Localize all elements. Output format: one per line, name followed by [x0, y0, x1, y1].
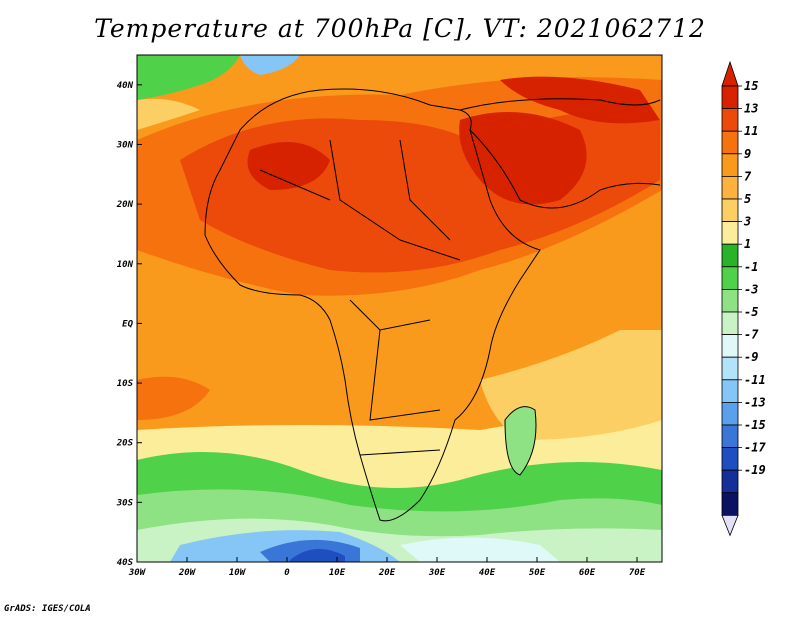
colorbar-level-label: -13 [744, 395, 766, 409]
colorbar-swatch [721, 130, 739, 155]
colorbar-level-label: 15 [744, 79, 758, 93]
colorbar: 15 13 11 9 7 5 3 1 -1 -3 -5 -7 -9 -11 -13 -15 -17 -19 [721, 60, 766, 537]
colorbar-swatch [721, 356, 739, 381]
lon-tick-label: 10E [329, 568, 346, 578]
lon-tick-label: 20E [378, 568, 396, 578]
lat-tick-label: 10N [117, 260, 134, 270]
colorbar-level-label: -15 [744, 418, 766, 432]
colorbar-level-label: -17 [744, 441, 766, 455]
lat-tick-label: 40N [117, 81, 134, 91]
lat-tick-label: 20S [116, 439, 134, 449]
colorbar-swatch [721, 469, 739, 494]
colorbar-swatch [721, 492, 739, 516]
colorbar-swatch [721, 266, 739, 290]
colorbar-swatch [721, 401, 739, 426]
map-frame [136, 54, 663, 563]
lat-tick-label: 40S [117, 558, 134, 568]
lon-tick-label: 50E [529, 568, 546, 578]
lon-tick-label: 60E [579, 568, 596, 578]
colorbar-swatch [721, 108, 739, 132]
colorbar-swatch [721, 424, 739, 449]
lon-tick-label: 0 [284, 568, 290, 578]
lat-tick-label: 30N [116, 140, 134, 150]
coastline [204, 88, 661, 522]
colorbar-level-label: 1 [744, 237, 751, 251]
colorbar-swatch [721, 198, 739, 223]
longitude-axis: 30W 20W 10W 0 10E 20E 30E 40E 50E 60E 70E [128, 557, 646, 578]
lon-tick-label: 30E [428, 568, 446, 578]
colorbar-level-label: -11 [744, 373, 766, 387]
colorbar-level-label: 9 [744, 147, 751, 161]
colorbar-bottom-arrow [721, 515, 739, 537]
colorbar-level-label: 7 [744, 169, 752, 183]
colorbar-swatch [721, 153, 739, 177]
colorbar-swatch [721, 311, 739, 336]
colorbar-swatch [721, 85, 739, 110]
lat-tick-label: 10S [117, 379, 134, 389]
colorbar-level-label: 3 [743, 215, 751, 229]
lon-tick-label: 40E [479, 568, 496, 578]
grads-credit: GrADS: IGES/COLA [4, 604, 91, 614]
lat-tick-label: EQ [122, 319, 133, 329]
colorbar-level-label: -3 [744, 282, 758, 296]
colorbar-level-label: 5 [744, 192, 751, 206]
colorbar-level-label: 13 [744, 102, 758, 116]
lon-tick-label: 70E [629, 568, 646, 578]
colorbar-level-label: -9 [744, 350, 758, 364]
colorbar-swatch [721, 334, 739, 358]
colorbar-swatch [721, 288, 739, 313]
map-title: Temperature at 700hPa [C], VT: 202106271… [94, 14, 706, 43]
colorbar-swatch [721, 221, 739, 245]
lon-tick-label: 30W [128, 568, 147, 578]
colorbar-swatch [721, 175, 739, 200]
colorbar-level-label: -7 [744, 328, 759, 342]
colorbar-level-label: -1 [744, 260, 758, 274]
colorbar-swatch [721, 447, 739, 471]
colorbar-swatch [721, 379, 739, 403]
colorbar-level-label: -19 [744, 463, 766, 477]
colorbar-level-label: -5 [744, 305, 758, 319]
colorbar-level-label: 11 [744, 124, 758, 138]
colorbar-swatch [721, 243, 739, 268]
lat-tick-label: 30S [116, 498, 134, 508]
lon-tick-label: 10W [229, 568, 247, 578]
lon-tick-label: 20W [178, 568, 197, 578]
latitude-axis: 40N 30N 20N 10N EQ 10S 20S 30S 40S [116, 81, 142, 568]
colorbar-top-arrow [721, 60, 739, 87]
temperature-field [137, 55, 662, 562]
lat-tick-label: 20N [116, 200, 134, 210]
